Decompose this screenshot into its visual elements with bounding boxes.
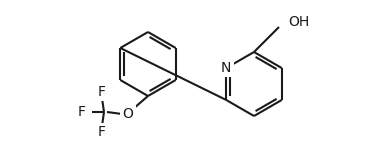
Text: F: F bbox=[98, 125, 106, 139]
Text: F: F bbox=[98, 85, 106, 99]
Text: OH: OH bbox=[288, 15, 309, 29]
Text: F: F bbox=[78, 105, 86, 119]
Text: O: O bbox=[122, 107, 134, 121]
Text: N: N bbox=[221, 61, 231, 75]
